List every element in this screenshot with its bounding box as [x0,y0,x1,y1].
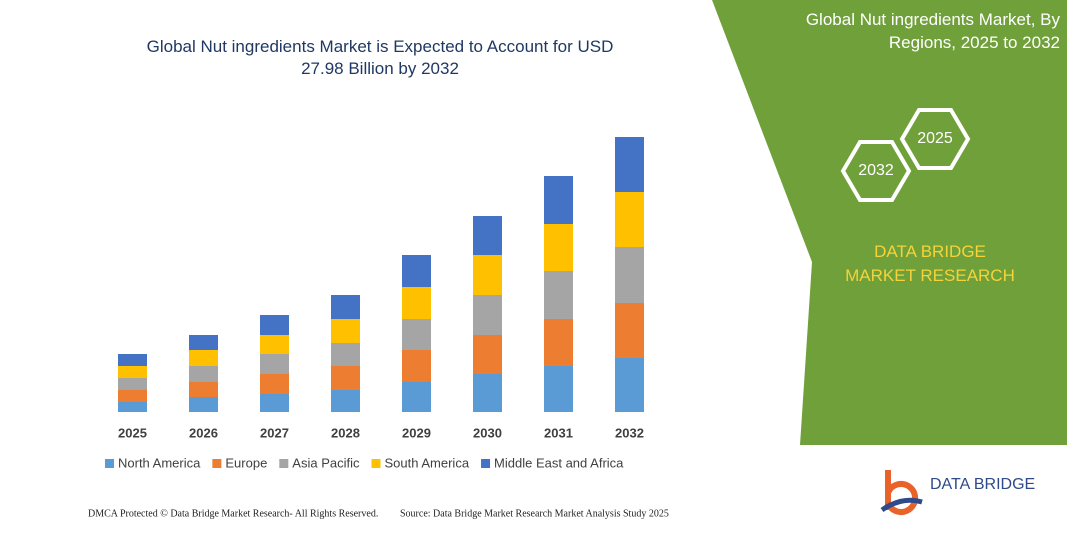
bar-segment [331,319,360,343]
hexagon [899,108,971,170]
bar-segment [118,366,147,378]
x-tick-label: 2025 [118,425,147,440]
bar-segment [615,303,644,358]
legend-label: North America [118,455,201,470]
brand-text: DATA BRIDGE MARKET RESEARCH [845,242,1015,285]
bar-segment [615,192,644,247]
hex-label: 2032 [858,162,894,179]
bar-segment [260,374,289,394]
bar-segment [118,354,147,366]
bar-segment [473,374,502,412]
bar-segment [402,382,431,412]
x-tick-label: 2027 [260,425,289,440]
bar-segment [331,295,360,319]
panel-title-box: Global Nut ingredients Market, By Region… [805,10,1060,52]
bar-segment [402,319,431,350]
bar-segment [544,224,573,271]
legend-swatch [279,459,289,468]
hex-label: 2025 [917,130,953,147]
chart-title: Global Nut ingredients Market is Expecte… [146,37,614,78]
bar-segment [118,378,147,390]
legend-swatch [212,459,222,468]
bar-segment [402,350,431,382]
bar-segment [473,335,502,374]
legend-swatch [371,459,381,468]
bar-segment [189,335,218,350]
footer-right: Source: Data Bridge Market Research Mark… [400,508,669,519]
bar-segment [260,315,289,335]
bar-segment [331,390,360,412]
bar-segment [260,354,289,374]
title-box: Global Nut ingredients Market is Expecte… [146,37,614,78]
x-tick-label: 2029 [402,425,431,440]
footer-left: DMCA Protected © Data Bridge Market Rese… [88,508,378,519]
x-tick-label: 2032 [615,425,644,440]
hexagon [840,140,912,202]
bar-segment [118,402,147,412]
bar-segment [118,390,147,402]
bar-segment [189,397,218,412]
x-tick-label: 2030 [473,425,502,440]
bar-segment [473,216,502,255]
x-tick-label: 2031 [544,425,573,440]
legend-label: South America [385,455,470,470]
bar-segment [544,271,573,319]
bar-segment [260,394,289,412]
legend-swatch [105,459,114,468]
green-panel [712,0,1067,445]
bar-segment [189,366,218,382]
legend-label: Middle East and Africa [494,455,624,470]
bar-segment [615,247,644,303]
logo-text: DATA BRIDGE [930,476,1035,493]
bar-segment [473,295,502,335]
bar-segment [331,343,360,366]
bar-segment [544,176,573,224]
bar-segment [544,366,573,412]
legend-swatch [481,459,491,468]
bar-segment [615,137,644,192]
bar-segment [189,350,218,366]
brand-box: DATA BRIDGE MARKET RESEARCH [845,242,1015,285]
legend-label: Europe [225,455,267,470]
panel-title: Global Nut ingredients Market, By Region… [805,10,1060,52]
bar-segment [260,335,289,354]
bar-segment [615,358,644,412]
bar-segment [402,255,431,287]
bar-segment [189,382,218,397]
legend-label: Asia Pacific [292,455,360,470]
logo-mark [880,497,923,513]
bar-segment [473,255,502,295]
bar-segment [402,287,431,319]
x-tick-label: 2026 [189,425,218,440]
bar-segment [331,366,360,390]
bar-segment [544,319,573,366]
x-tick-label: 2028 [331,425,360,440]
